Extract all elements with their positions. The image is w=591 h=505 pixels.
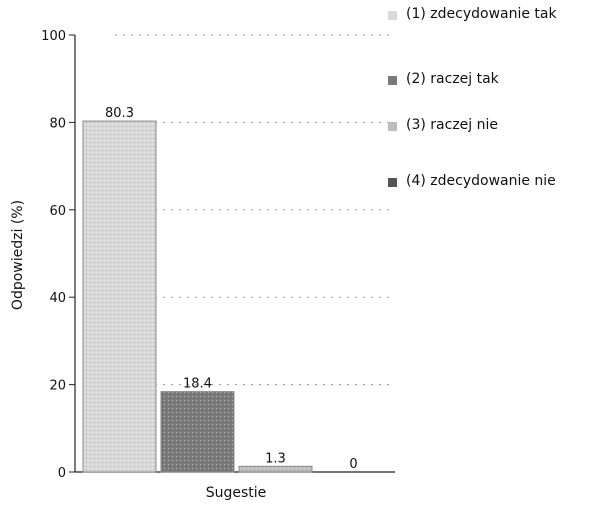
- legend-swatch: [388, 178, 397, 187]
- bars: [82, 120, 313, 473]
- y-tick-label: 100: [41, 29, 66, 44]
- bar: [160, 391, 235, 473]
- data-label: 0: [349, 457, 357, 472]
- bar: [82, 120, 157, 473]
- legend-label: (2) raczej tak: [406, 71, 499, 87]
- data-label: 1.3: [265, 451, 286, 466]
- x-axis-title: Sugestie: [206, 485, 267, 501]
- y-tick-label: 0: [58, 466, 66, 481]
- legend-item: (3) raczej nie: [386, 117, 586, 134]
- legend-label: (1) zdecydowanie tak: [406, 6, 557, 22]
- y-tick-label: 20: [49, 379, 66, 394]
- legend-label: (4) zdecydowanie nie: [406, 173, 556, 189]
- legend-label: (3) raczej nie: [406, 117, 498, 133]
- y-tick-label: 60: [49, 204, 66, 219]
- legend-swatch: [388, 76, 397, 85]
- y-tick-label: 40: [49, 291, 66, 306]
- legend-swatch: [388, 122, 397, 131]
- y-axis-title: Odpowiedzi (%): [10, 200, 26, 310]
- y-tick-label: 80: [49, 116, 66, 131]
- data-labels: 80.3 18.4 1.3 0: [105, 106, 358, 472]
- bar: [238, 465, 313, 473]
- gridlines: [115, 34, 395, 386]
- data-label: 18.4: [183, 377, 212, 392]
- legend-item: (1) zdecydowanie tak: [386, 6, 586, 23]
- legend-item: (4) zdecydowanie nie: [386, 173, 586, 190]
- legend-swatch: [388, 11, 397, 20]
- data-label: 80.3: [105, 106, 134, 121]
- legend-item: (2) raczej tak: [386, 71, 586, 88]
